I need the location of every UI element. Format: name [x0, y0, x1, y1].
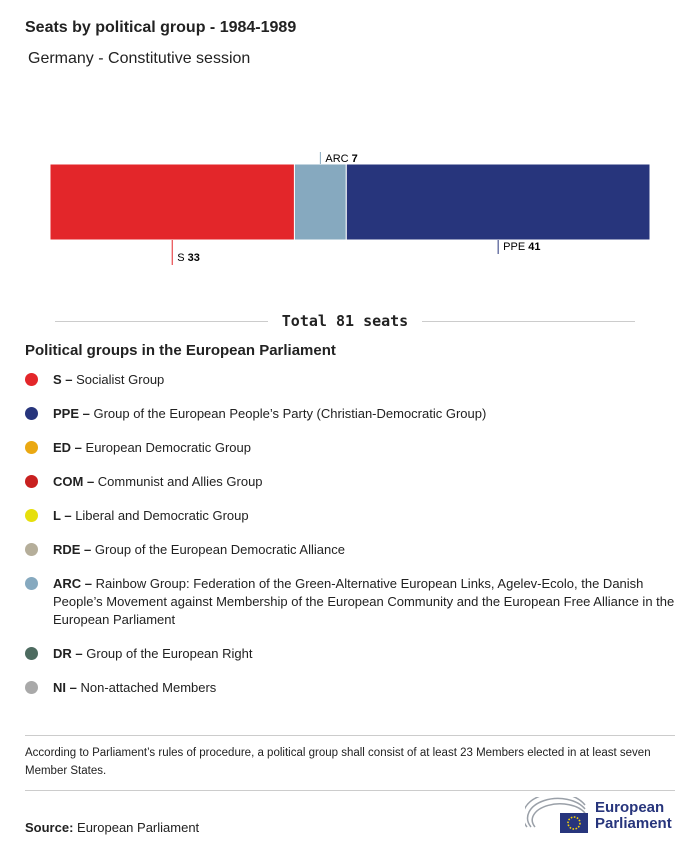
legend-abbr: DR –	[53, 646, 83, 661]
logo-line: Parliament	[595, 815, 672, 832]
legend-text: NI – Non-attached Members	[53, 679, 216, 697]
segment-label: PPE 41	[503, 241, 540, 253]
segment-value: 33	[188, 252, 200, 264]
total-unit: seats	[363, 312, 409, 330]
segment-value: 7	[352, 153, 358, 165]
bar-segment	[345, 163, 651, 241]
legend-abbr: L –	[53, 508, 72, 523]
logo-line: European	[595, 799, 665, 816]
legend-item: RDE – Group of the European Democratic A…	[25, 541, 680, 559]
legend-text: PPE – Group of the European People’s Par…	[53, 405, 486, 423]
segment-name: PPE	[503, 241, 525, 253]
legend-item: DR – Group of the European Right	[25, 645, 680, 663]
legend-description: Non-attached Members	[80, 680, 217, 695]
legend-description: Socialist Group	[76, 372, 165, 387]
legend-dot	[25, 543, 38, 556]
legend-description: Rainbow Group: Federation of the Green-A…	[53, 576, 675, 627]
legend-description: Group of the European Democratic Allianc…	[94, 542, 345, 557]
legend-abbr: PPE –	[53, 406, 90, 421]
logo: European Parliament	[525, 797, 672, 835]
chart-subtitle: Germany - Constitutive session	[28, 50, 251, 67]
rule	[422, 320, 635, 322]
logo-emblem	[525, 797, 588, 833]
legend-item: COM – Communist and Allies Group	[25, 473, 680, 491]
legend-dot	[25, 407, 38, 420]
legend-text: COM – Communist and Allies Group	[53, 473, 263, 491]
chart: S 33 ARC 7 PPE 41	[49, 152, 651, 265]
segment-name: S	[177, 252, 184, 264]
legend-description: Group of the European People’s Party (Ch…	[93, 406, 487, 421]
legend-abbr: NI –	[53, 680, 77, 695]
bar-segment	[49, 163, 295, 241]
legend-text: ED – European Democratic Group	[53, 439, 251, 457]
total: Total 81 seats	[55, 312, 635, 330]
legend-dot	[25, 681, 38, 694]
legend-item: L – Liberal and Democratic Group	[25, 507, 680, 525]
segment-label: S 33	[177, 252, 200, 264]
legend-dot	[25, 373, 38, 386]
total-value: 81	[335, 312, 355, 330]
legend-dot	[25, 475, 38, 488]
legend-item: NI – Non-attached Members	[25, 679, 680, 697]
legend-abbr: COM –	[53, 474, 95, 489]
legend-text: DR – Group of the European Right	[53, 645, 252, 663]
segment-value: 41	[528, 241, 540, 253]
legend-dot	[25, 647, 38, 660]
total-text: Total 81 seats	[268, 312, 422, 330]
legend-abbr: RDE –	[53, 542, 92, 557]
legend-description: European Democratic Group	[85, 440, 252, 455]
legend-dot	[25, 441, 38, 454]
logo-text: European Parliament	[595, 800, 672, 832]
legend-item: PPE – Group of the European People’s Par…	[25, 405, 680, 423]
segment-name: ARC	[325, 153, 348, 165]
legend-abbr: ARC –	[53, 576, 93, 591]
legend-dot	[25, 509, 38, 522]
chart-title: Seats by political group - 1984-1989	[25, 19, 297, 36]
source-text: European Parliament	[77, 820, 200, 835]
legend-text: L – Liberal and Democratic Group	[53, 507, 249, 525]
total-label: Total	[281, 312, 327, 330]
legend-dot	[25, 577, 38, 590]
legend-text: RDE – Group of the European Democratic A…	[53, 541, 345, 559]
legend: S – Socialist Group PPE – Group of the Eu…	[25, 371, 680, 713]
legend-abbr: S –	[53, 372, 73, 387]
legend-item: ED – European Democratic Group	[25, 439, 680, 457]
note: According to Parliament’s rules of proce…	[25, 735, 675, 791]
legend-item: S – Socialist Group	[25, 371, 680, 389]
source: Source: European Parliament	[25, 820, 199, 835]
legend-description: Liberal and Democratic Group	[75, 508, 249, 523]
legend-description: Group of the European Right	[86, 646, 253, 661]
legend-title: Political groups in the European Parliam…	[25, 342, 336, 359]
legend-text: S – Socialist Group	[53, 371, 164, 389]
legend-description: Communist and Allies Group	[97, 474, 263, 489]
source-label: Source:	[25, 820, 74, 835]
legend-abbr: ED –	[53, 440, 82, 455]
segment-label: ARC 7	[325, 153, 357, 165]
bar-segment	[293, 163, 347, 241]
legend-item: ARC – Rainbow Group: Federation of the G…	[25, 575, 680, 629]
legend-text: ARC – Rainbow Group: Federation of the G…	[53, 575, 680, 629]
rule	[55, 320, 268, 322]
